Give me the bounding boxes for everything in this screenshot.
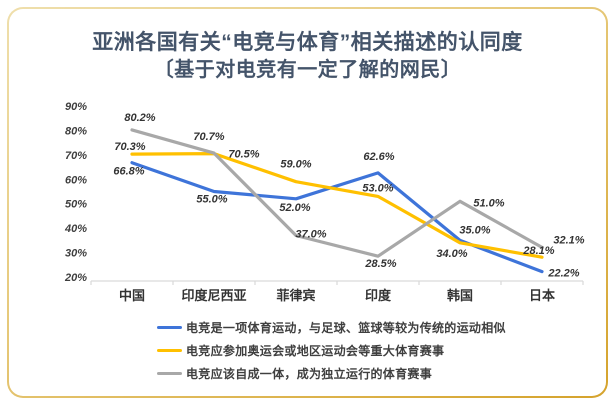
series-line-2 xyxy=(130,128,544,258)
card-gold-border: 亚洲各国有关“电竞与体育”相关描述的认同度 〔基于对电竞有一定了解的网民〕 20… xyxy=(7,7,608,398)
data-label-s0-p5: 22.2% xyxy=(547,268,579,280)
data-label-s1-p2: 59.0% xyxy=(280,159,311,171)
data-label-s2-p2: 37.0% xyxy=(295,228,326,240)
x-axis-category-label: 印度尼西亚 xyxy=(181,288,246,303)
legend-line-icon xyxy=(157,349,182,352)
data-label-s2-p4: 51.0% xyxy=(473,197,504,209)
data-label-s1-p5: 28.1% xyxy=(522,245,554,257)
y-axis-label: 50% xyxy=(65,199,87,211)
y-axis-label: 60% xyxy=(65,174,87,186)
data-label-s1-p0: 70.3% xyxy=(114,141,145,153)
x-axis-category-label: 中国 xyxy=(119,288,145,303)
legend-label: 电竞应参加奥运会或地区运动会等重大体育赛事 xyxy=(186,344,445,358)
series-line-0 xyxy=(130,161,544,274)
data-label-s1-p4: 34.0% xyxy=(436,248,467,260)
chart-subtitle: 〔基于对电竞有一定了解的网民〕 xyxy=(153,59,462,81)
y-axis-label: 90% xyxy=(65,101,87,113)
data-label-s2-p5: 32.1% xyxy=(553,234,584,246)
x-axis-category-label: 韩国 xyxy=(447,288,473,303)
y-axis-label: 40% xyxy=(64,223,87,235)
data-label-s2-p3: 28.5% xyxy=(364,258,396,270)
chart-legend: 电竞是一项体育运动，与足球、篮球等较为传统的运动相似 电竞应参加奥运会或地区运动… xyxy=(157,320,506,381)
legend-item-sport-similarity: 电竞是一项体育运动，与足球、篮球等较为传统的运动相似 xyxy=(157,320,506,335)
chart-canvas: 20% 30% 40% 50% 60% 70% 80% 90% 中国 印度尼西亚 菲律宾 印度 韩国 日本… xyxy=(64,101,585,303)
y-axis-label: 70% xyxy=(65,150,87,162)
y-axis-label: 30% xyxy=(65,248,87,260)
data-label-s1-p3: 53.0% xyxy=(362,182,393,194)
legend-label: 电竞应该自成一体，成为独立运行的体育赛事 xyxy=(186,367,433,381)
y-axis-label: 80% xyxy=(65,125,87,137)
data-label-s0-p1: 55.0% xyxy=(196,194,227,206)
x-axis-category-label: 印度 xyxy=(365,288,392,303)
x-axis-category-label: 日本 xyxy=(529,288,555,303)
x-axis-category-label: 菲律宾 xyxy=(276,288,315,303)
y-axis-label: 20% xyxy=(64,272,87,284)
data-label-s0-p2: 52.0% xyxy=(279,202,310,214)
data-label-s0-p3: 62.6% xyxy=(363,151,394,163)
legend-line-icon xyxy=(157,372,182,375)
series-line-1 xyxy=(130,152,544,259)
data-label-s2-p0: 80.2% xyxy=(124,112,155,124)
legend-label: 电竞是一项体育运动，与足球、篮球等较为传统的运动相似 xyxy=(186,321,506,335)
legend-item-standalone: 电竞应该自成一体，成为独立运行的体育赛事 xyxy=(157,366,506,381)
legend-item-olympics: 电竞应参加奥运会或地区运动会等重大体育赛事 xyxy=(157,343,506,358)
data-label-s1-p1: 70.5% xyxy=(228,149,259,161)
data-label-s2-p1: 70.7% xyxy=(193,131,224,143)
data-label-s0-p0: 66.8% xyxy=(113,166,144,178)
data-label-s0-p4: 35.0% xyxy=(459,224,490,236)
chart-title: 亚洲各国有关“电竞与体育”相关描述的认同度 xyxy=(92,31,523,54)
legend-line-icon xyxy=(157,326,182,329)
chart-card: 亚洲各国有关“电竞与体育”相关描述的认同度 〔基于对电竞有一定了解的网民〕 20… xyxy=(9,9,606,396)
chart-title-block: 亚洲各国有关“电竞与体育”相关描述的认同度 〔基于对电竞有一定了解的网民〕 xyxy=(9,29,606,83)
